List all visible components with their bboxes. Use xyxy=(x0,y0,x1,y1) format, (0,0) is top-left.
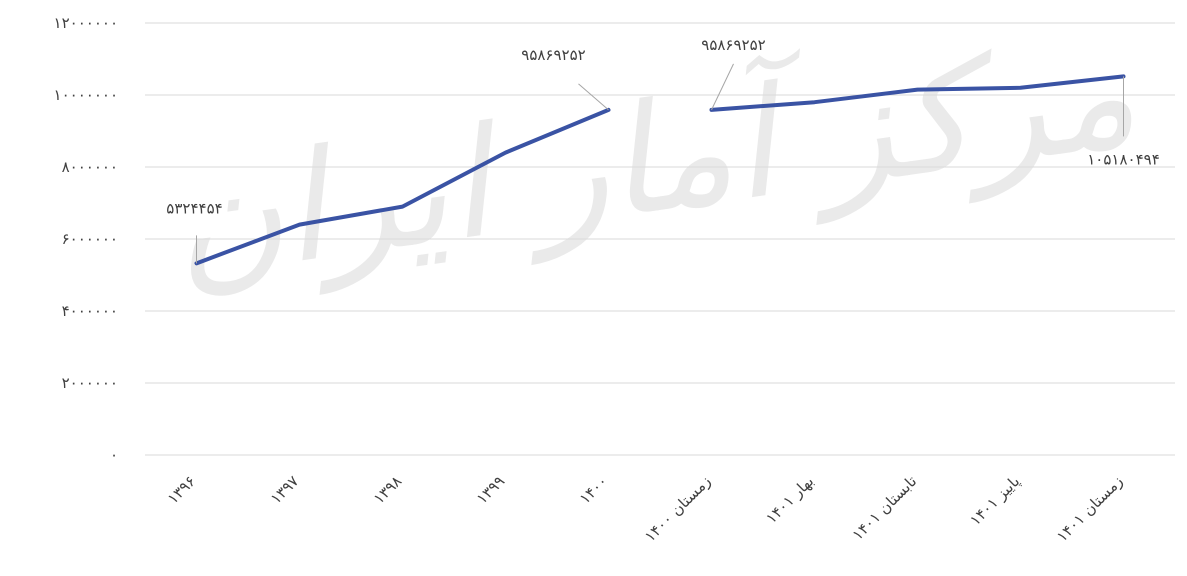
data-line xyxy=(709,74,1126,112)
leader-line xyxy=(711,63,734,111)
watermark: مرکز آمار ایران xyxy=(160,3,1146,314)
data-line xyxy=(194,107,611,266)
y-tick-label: ۱۲۰۰۰۰۰۰ xyxy=(54,14,118,32)
x-tick-label: ۱۴۰۰ xyxy=(576,472,612,508)
x-tick-label: زمستان ۱۴۰۰ xyxy=(641,472,714,545)
y-tick-label: ۲۰۰۰۰۰۰ xyxy=(62,374,118,392)
x-tick-label: ۱۳۹۷ xyxy=(267,472,303,508)
x-tick-label: بهار ۱۴۰۱ xyxy=(762,472,817,527)
y-tick-label: ۴۰۰۰۰۰۰ xyxy=(62,302,118,320)
data-label: ۹۵۸۶۹۲۵۲ xyxy=(521,46,585,64)
x-tick-label: پاییز ۱۴۰۱ xyxy=(966,472,1024,530)
leader-line xyxy=(578,83,609,111)
data-label: ۹۵۸۶۹۲۵۲ xyxy=(701,36,765,54)
x-tick-label: ۱۳۹۶ xyxy=(164,472,200,508)
y-tick-label: ۸۰۰۰۰۰۰ xyxy=(62,158,118,176)
x-tick-label: تابستان ۱۴۰۱ xyxy=(849,472,921,544)
x-tick-label: ۱۳۹۸ xyxy=(370,472,406,508)
y-tick-label: ۱۰۰۰۰۰۰۰ xyxy=(54,86,118,104)
x-tick-label: زمستان ۱۴۰۱ xyxy=(1053,472,1126,545)
y-tick-label: ۶۰۰۰۰۰۰ xyxy=(62,230,118,248)
data-label: ۵۳۲۴۴۵۴ xyxy=(166,199,222,217)
y-tick-label: ۰ xyxy=(110,446,118,464)
x-tick-label: ۱۳۹۹ xyxy=(473,472,509,508)
data-label: ۱۰۵۱۸۰۴۹۴ xyxy=(1087,150,1160,168)
